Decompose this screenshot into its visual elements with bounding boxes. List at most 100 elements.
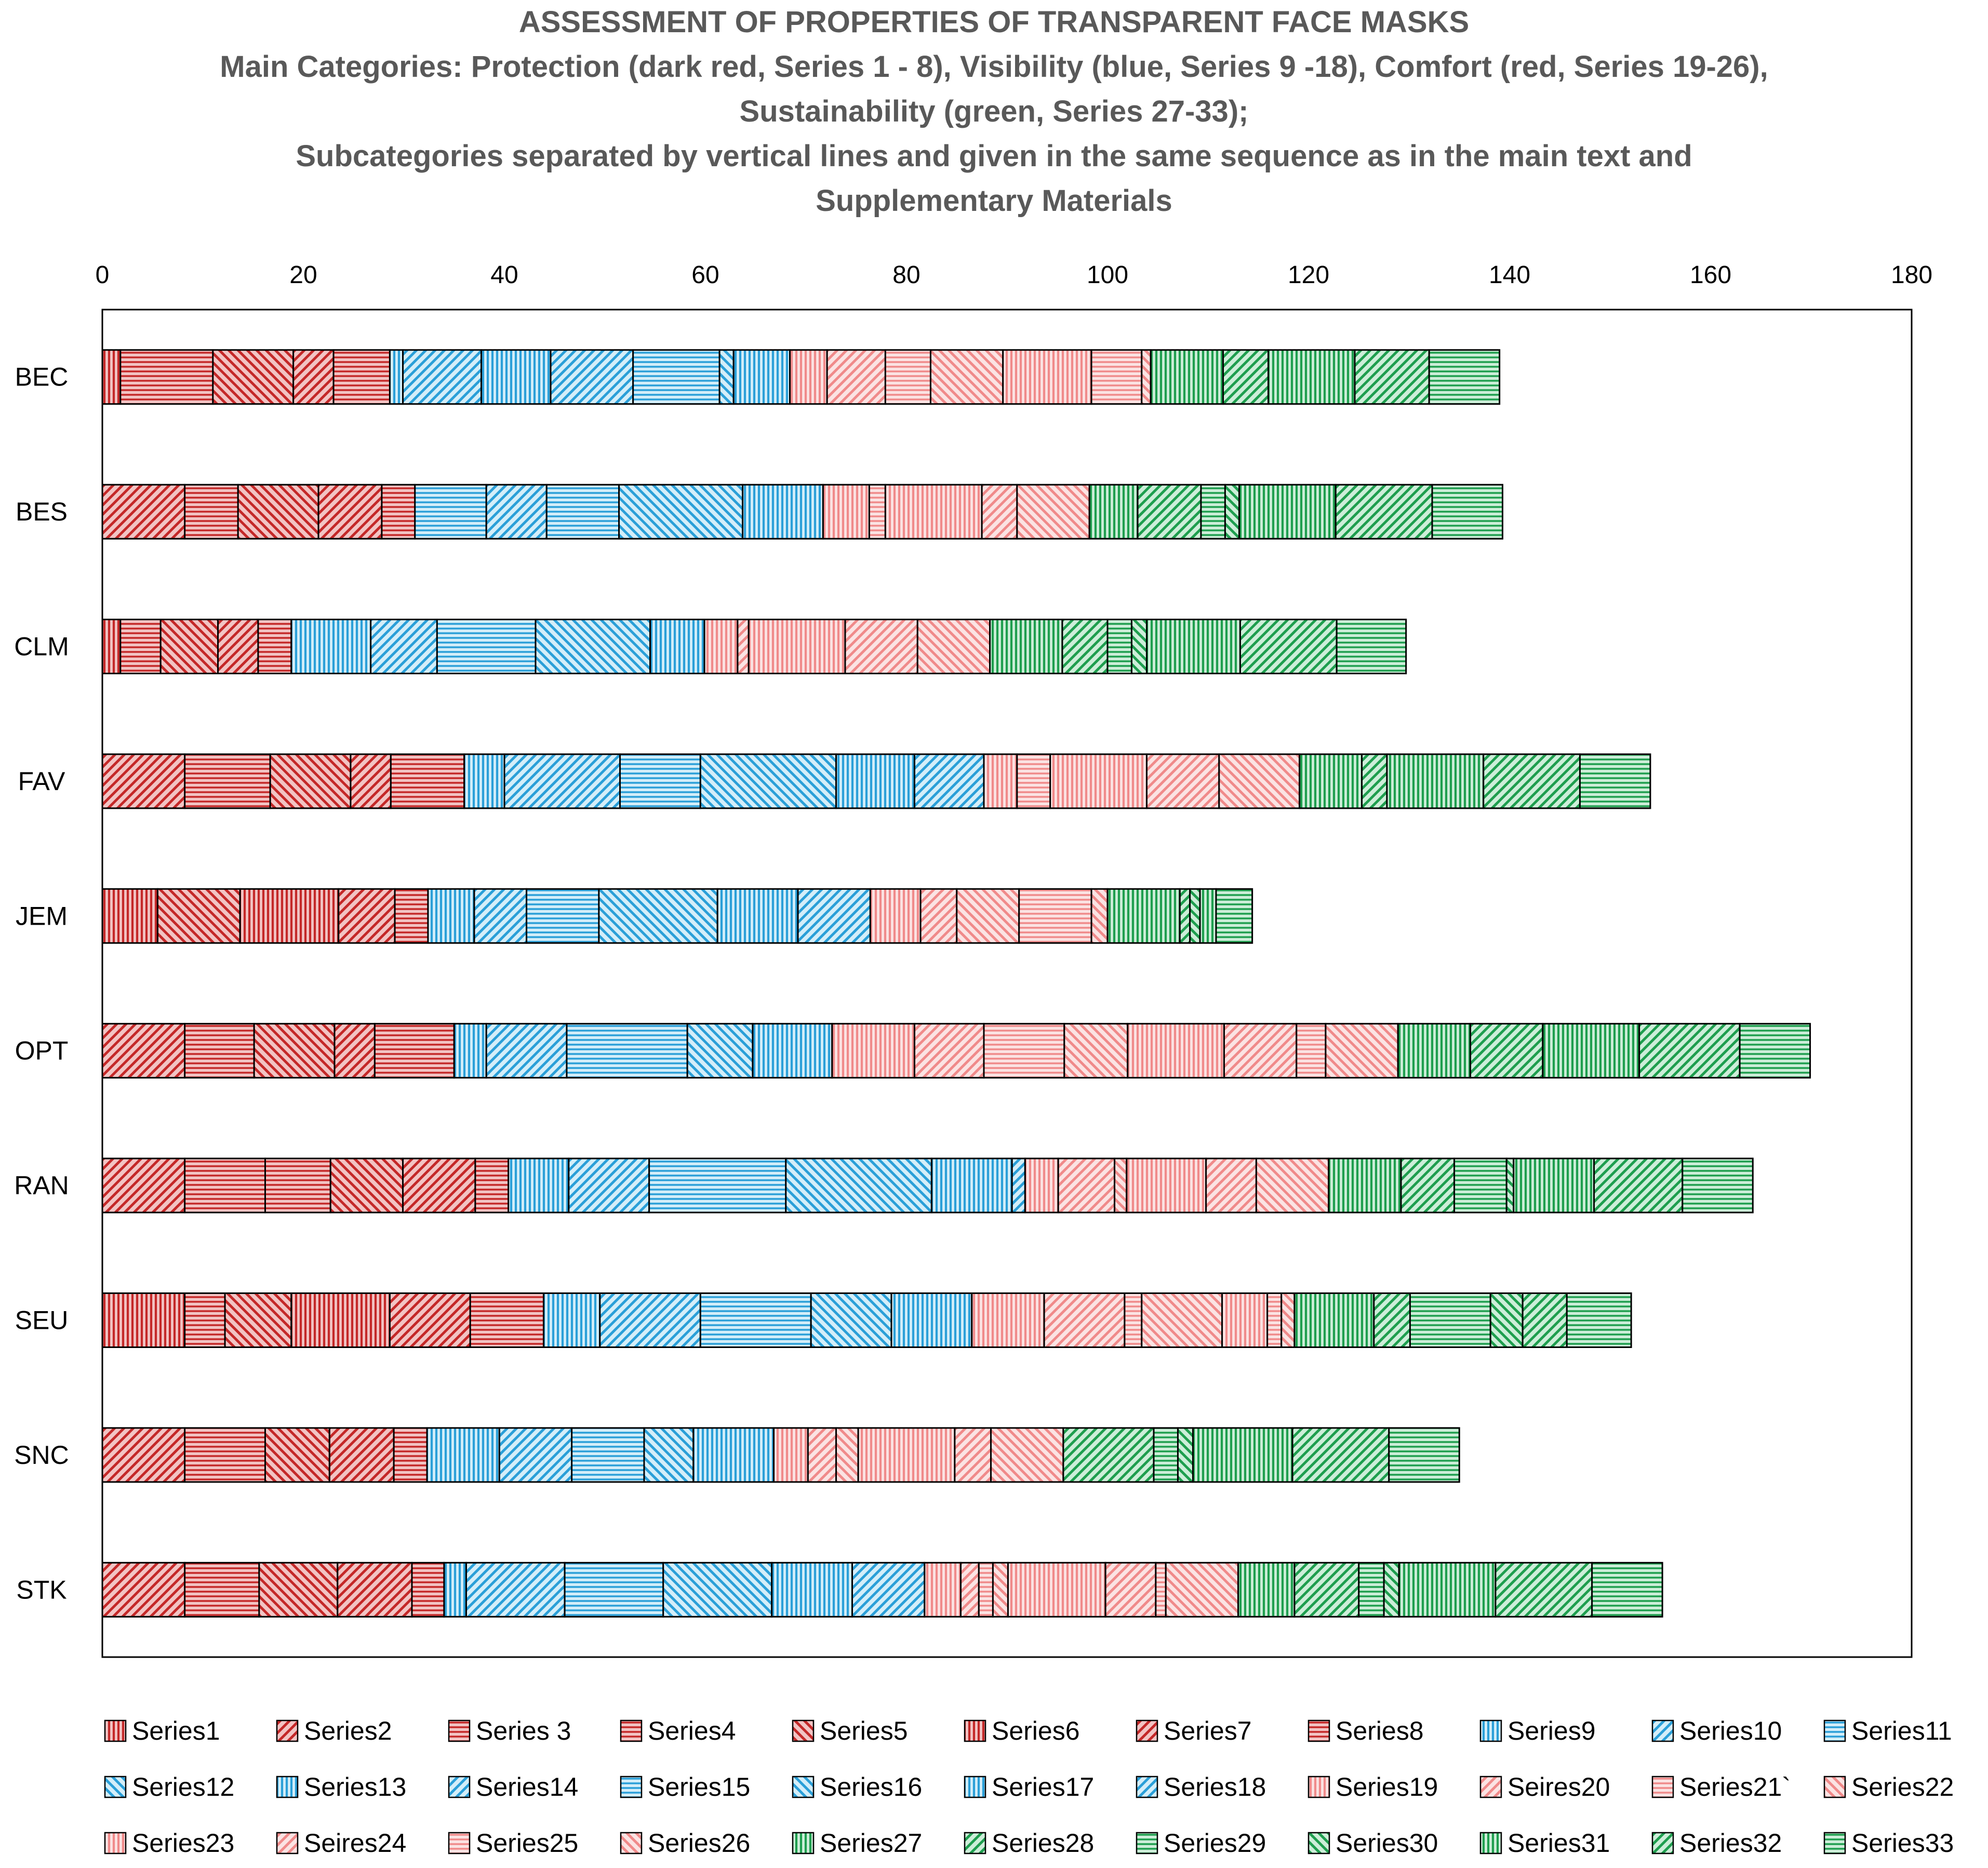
bar-segment-snc-series13 (426, 1427, 500, 1483)
bar-segment-fav-series3 (184, 753, 271, 809)
bar-segment-ran-series4 (264, 1157, 331, 1213)
legend-label-series25: Series25 (476, 1829, 578, 1858)
legend-label-series7: Series7 (1164, 1716, 1252, 1745)
bar-segment-jem-series27 (1106, 888, 1181, 944)
legend-label-series13: Series13 (304, 1772, 406, 1802)
bar-segment-jem-series13 (427, 888, 475, 944)
bar-segment-seu-series6 (290, 1292, 391, 1348)
bar-segment-bec-series19 (789, 349, 828, 405)
bar-segment-bec-series17 (732, 349, 791, 405)
bar-segment-fav-series26 (1218, 753, 1301, 809)
legend-label-series32: Series32 (1679, 1829, 1782, 1858)
legend-label-series16: Series16 (820, 1772, 922, 1802)
bar-segment-bec-series14 (550, 349, 634, 405)
bar-segment-snc-series5 (264, 1427, 330, 1483)
bar-segment-stk-series17 (771, 1562, 853, 1618)
bar-segment-jem-series22 (956, 888, 1020, 944)
bar-segment-opt-series8 (373, 1023, 455, 1079)
bar-segment-stk-series2 (101, 1562, 186, 1618)
bar-segment-fav-series18 (913, 753, 985, 809)
x-tick-label: 40 (490, 261, 518, 289)
legend-swatch-series32 (1651, 1832, 1674, 1854)
bar-segment-clm-series23 (748, 619, 846, 674)
legend-swatch-series11 (1823, 1719, 1846, 1742)
bar-segment-jem-series30 (1189, 888, 1201, 944)
bar-segment-stk-series23 (1007, 1562, 1106, 1618)
bar-segment-snc-series33 (1388, 1427, 1460, 1483)
bar-segment-opt-series27 (1397, 1023, 1472, 1079)
bar-segment-snc-series31 (1192, 1427, 1293, 1483)
title-line-5: Supplementary Materials (816, 184, 1172, 218)
legend-label-series19: Series19 (1336, 1772, 1438, 1802)
legend-swatch-series6 (964, 1719, 986, 1742)
bar-segment-fav-series8 (390, 753, 465, 809)
bar-segment-clm-series27 (989, 619, 1063, 674)
title-line-2: Main Categories: Protection (dark red, S… (220, 50, 1768, 84)
bar-segment-bes-series15 (545, 484, 620, 540)
legend-swatch-series18 (1136, 1776, 1158, 1798)
bar-segment-ran-series22 (1114, 1157, 1128, 1213)
legend-swatch-series22 (1823, 1776, 1846, 1798)
bar-segment-bec-series32 (1354, 349, 1430, 405)
legend-swatch-series24 (276, 1832, 299, 1854)
category-label: RAN (14, 1171, 69, 1200)
bar-segment-bes-series24 (981, 484, 1018, 540)
bar-segment-bec-series15 (632, 349, 721, 405)
bar-segment-stk-series20 (959, 1562, 980, 1618)
bar-segment-jem-series33 (1215, 888, 1253, 944)
bar-segment-bec-series10 (402, 349, 482, 405)
bar-segment-clm-series16 (535, 619, 651, 674)
bar-segment-seu-series30 (1489, 1292, 1524, 1348)
bar-segment-stk-series25 (1155, 1562, 1167, 1618)
x-tick-label: 120 (1288, 261, 1329, 289)
bar-segment-bes-series19 (822, 484, 870, 540)
bar-segment-ran-series19 (1024, 1157, 1059, 1213)
bar-segment-fav-series27 (1299, 753, 1363, 809)
bar-segment-stk-series31 (1398, 1562, 1497, 1618)
legend-swatch-series16 (792, 1776, 815, 1798)
x-tick-label: 180 (1891, 261, 1932, 289)
bar-segment-bes-series3 (184, 484, 239, 540)
x-tick-label: 160 (1690, 261, 1731, 289)
bar-segment-clm-series13 (290, 619, 372, 674)
bar-segment-opt-series17 (752, 1023, 833, 1079)
bar-segment-clm-series31 (1145, 619, 1241, 674)
legend-swatch-series19 (1307, 1776, 1330, 1798)
legend-label-series33: Series33 (1851, 1829, 1954, 1858)
bar-segment-bes-series30 (1224, 484, 1240, 540)
bar-segment-ran-series18 (1011, 1157, 1026, 1213)
bar-segment-bec-series22 (929, 349, 1004, 405)
bar-segment-seu-series27 (1293, 1292, 1375, 1348)
bar-segment-opt-series2 (101, 1023, 186, 1079)
bar-segment-clm-series33 (1336, 619, 1407, 674)
category-label: BEC (15, 363, 69, 392)
legend-swatch-series1 (104, 1719, 127, 1742)
legend-swatch-series17 (964, 1776, 986, 1798)
bar-segment-seu-series7 (389, 1292, 471, 1348)
bar-segment-bec-series13 (480, 349, 552, 405)
bar-segment-opt-series31 (1542, 1023, 1640, 1079)
legend-label-series1: Series1 (132, 1716, 220, 1745)
legend-swatch-series20 (1479, 1776, 1502, 1798)
legend-swatch-series12 (104, 1776, 127, 1798)
bar-segment-stk-series26 (1165, 1562, 1239, 1618)
bar-segment-ran-series24 (1205, 1157, 1257, 1213)
bar-segment-jem-series14 (473, 888, 528, 944)
bar-segment-seu-series15 (699, 1292, 812, 1348)
bar-segment-bec-series28 (1222, 349, 1270, 405)
bar-segment-clm-series14 (370, 619, 438, 674)
bar-segment-bec-series27 (1150, 349, 1224, 405)
category-label: BES (16, 497, 68, 526)
bar-segment-seu-series22 (1141, 1292, 1223, 1348)
bar-segment-clm-series30 (1130, 619, 1148, 674)
bar-segment-bes-series31 (1238, 484, 1337, 540)
bar-segment-clm-series24 (844, 619, 918, 674)
bar-segment-clm-series15 (436, 619, 537, 674)
legend-label-series18: Series18 (1164, 1772, 1266, 1802)
bar-segment-clm-series26 (916, 619, 991, 674)
bar-segment-bec-series8 (332, 349, 391, 405)
legend-label-series27: Series27 (820, 1829, 922, 1858)
legend-swatch-series28 (964, 1832, 986, 1854)
legend-label-series14: Series14 (476, 1772, 578, 1802)
bar-segment-fav-series16 (699, 753, 837, 809)
